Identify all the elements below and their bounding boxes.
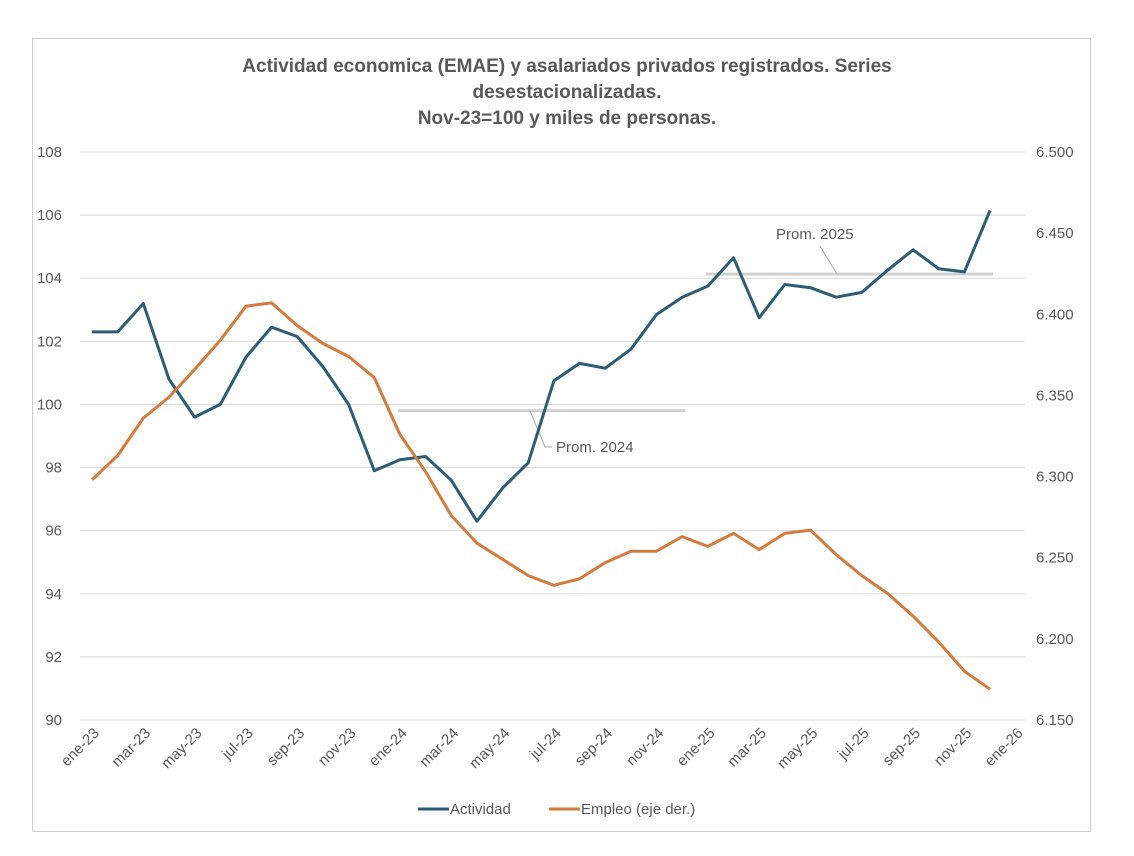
y-right-tick-label: 6.400 <box>1036 306 1074 323</box>
x-tick-label: ene-23 <box>58 725 103 770</box>
x-tick-label: nov-23 <box>315 725 359 769</box>
y-left-tick-label: 108 <box>37 144 62 161</box>
x-tick-label: mar-25 <box>724 725 770 771</box>
legend-label: Actividad <box>450 801 511 818</box>
annotation-leader <box>819 245 838 275</box>
x-tick-label: may-23 <box>158 725 205 772</box>
chart-frame <box>32 38 1091 832</box>
chart-title: Actividad economica (EMAE) y asalariados… <box>0 54 1134 132</box>
y-left-tick-label: 92 <box>45 649 62 666</box>
y-right-tick-label: 6.350 <box>1036 387 1074 404</box>
series-line-empleo <box>90 301 991 691</box>
x-tick-label: jul-25 <box>834 725 873 764</box>
series-line-actividad <box>92 209 992 523</box>
y-left-tick-label: 94 <box>45 586 62 603</box>
y-right-tick-label: 6.300 <box>1036 469 1074 486</box>
x-tick-label: ene-25 <box>674 725 719 770</box>
x-tick-label: mar-23 <box>109 725 155 771</box>
y-left-tick-label: 106 <box>37 207 62 224</box>
y-left-tick-label: 90 <box>45 712 62 729</box>
y-right-tick-label: 6.450 <box>1036 225 1074 242</box>
annotation-label: Prom. 2025 <box>776 226 854 243</box>
annotation-leader <box>529 410 552 448</box>
x-tick-label: may-25 <box>774 725 821 772</box>
y-left-tick-label: 104 <box>37 270 62 287</box>
x-tick-label: may-24 <box>466 725 513 772</box>
title-line-1: Actividad economica (EMAE) y asalariados… <box>242 56 892 77</box>
legend-label: Empleo (eje der.) <box>581 801 695 818</box>
y-left-tick-label: 96 <box>45 523 62 540</box>
y-right-tick-label: 6.500 <box>1036 144 1074 161</box>
x-tick-label: sep-23 <box>264 725 308 769</box>
x-tick-label: nov-25 <box>931 725 975 769</box>
y-right-tick-label: 6.150 <box>1036 712 1074 729</box>
x-tick-label: ene-26 <box>982 725 1027 770</box>
x-tick-label: jul-23 <box>218 725 257 764</box>
x-tick-label: ene-24 <box>366 725 411 770</box>
title-line-2: desestacionalizadas. <box>472 82 662 103</box>
x-tick-label: sep-25 <box>879 725 923 769</box>
annotation-label: Prom. 2024 <box>556 439 634 456</box>
x-tick-label: sep-24 <box>572 725 616 769</box>
y-right-tick-label: 6.250 <box>1036 550 1074 567</box>
x-tick-label: nov-24 <box>623 725 667 769</box>
title-line-3: Nov-23=100 y miles de personas. <box>417 108 717 129</box>
y-left-tick-label: 98 <box>45 460 62 477</box>
x-tick-label: mar-24 <box>416 725 462 771</box>
x-tick-label: jul-24 <box>526 725 565 764</box>
y-left-tick-label: 102 <box>37 333 62 350</box>
y-right-tick-label: 6.200 <box>1036 631 1074 648</box>
y-left-tick-label: 100 <box>37 396 62 413</box>
